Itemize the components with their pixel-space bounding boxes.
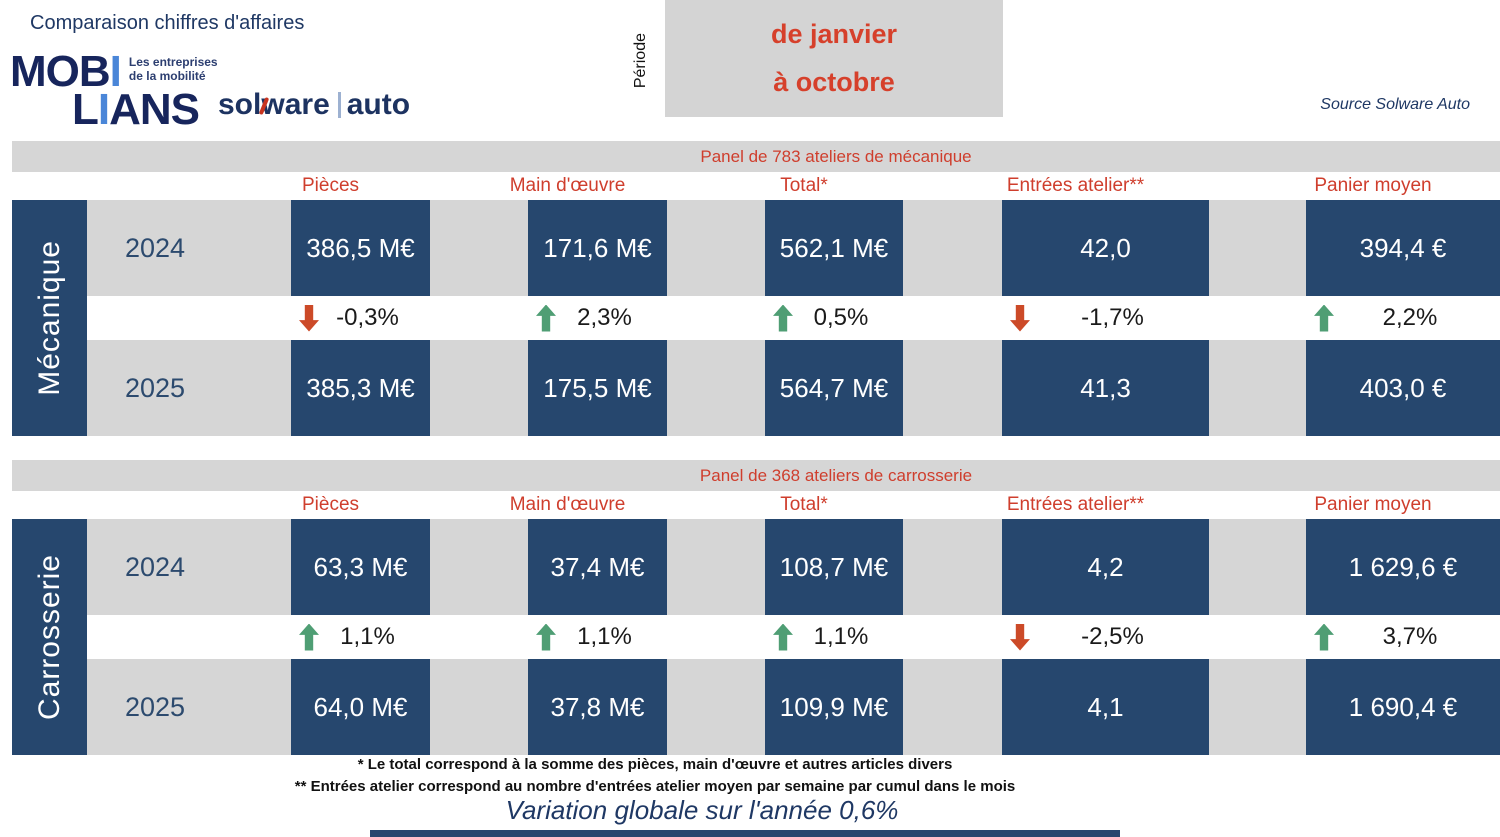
variation-cell: 2,3%	[528, 296, 667, 340]
value-cell: 4,2	[1002, 519, 1209, 615]
trend-arrow-icon	[1314, 623, 1334, 651]
value-cell: 403,0 €	[1306, 340, 1500, 436]
value-cell: 171,6 M€	[528, 200, 667, 296]
value-cell: 63,3 M€	[291, 519, 430, 615]
value-cell: 41,3	[1002, 340, 1209, 436]
variation-cell: 1,1%	[291, 615, 430, 659]
column-header-panier-moyen: Panier moyen	[1314, 494, 1432, 515]
column-header-main-doeuvre: Main d'œuvre	[509, 494, 626, 515]
column-header-pieces: Pièces	[301, 175, 360, 196]
value-cell: 394,4 €	[1306, 200, 1500, 296]
column-header-total: Total*	[780, 175, 828, 196]
variation-cell: -1,7%	[1002, 296, 1209, 340]
trend-arrow-icon	[1314, 304, 1334, 332]
trend-arrow-icon	[536, 304, 556, 332]
footnote-total: * Le total correspond à la somme des piè…	[357, 756, 953, 773]
panel-mecanique: Panel de 783 ateliers de mécanique Pièce…	[12, 141, 1500, 436]
panel-carrosserie: Panel de 368 ateliers de carrosserie Piè…	[12, 460, 1500, 755]
global-variation-summary: Variation globale sur l'année 0,6%	[505, 795, 899, 825]
period-vertical-label: Période	[632, 32, 649, 89]
column-header-total: Total*	[780, 494, 828, 515]
header: Comparaison chiffres d'affaires MOB I Les…	[0, 0, 1500, 140]
value-cell: 64,0 M€	[291, 659, 430, 755]
variation-cell: 3,7%	[1306, 615, 1500, 659]
trend-arrow-icon	[299, 623, 319, 651]
period-line-2: à octobre	[773, 67, 895, 97]
mecanique-section-band: Mécanique	[12, 200, 87, 436]
solware-auto-logo: sol w are auto	[218, 88, 411, 121]
variation-cell: -2,5%	[1002, 615, 1209, 659]
year-label-2024: 2024	[124, 232, 186, 263]
trend-arrow-icon	[773, 304, 793, 332]
value-cell: 386,5 M€	[291, 200, 430, 296]
variation-cell: 1,1%	[528, 615, 667, 659]
trend-arrow-icon	[1010, 304, 1030, 332]
value-cell: 4,1	[1002, 659, 1209, 755]
value-cell: 37,4 M€	[528, 519, 667, 615]
value-cell: 37,8 M€	[528, 659, 667, 755]
solware-logo-separator	[337, 92, 341, 118]
value-cell: 1 690,4 €	[1306, 659, 1500, 755]
mobilians-logo-accent: I	[109, 47, 122, 96]
year-label-2025: 2025	[124, 372, 186, 403]
variation-cell: 2,2%	[1306, 296, 1500, 340]
variation-cell: 1,1%	[765, 615, 903, 659]
value-cell: 385,3 M€	[291, 340, 430, 436]
trend-arrow-icon	[1010, 623, 1030, 651]
value-cell: 175,5 M€	[528, 340, 667, 436]
column-header-panier-moyen: Panier moyen	[1314, 175, 1432, 196]
footnote-entrees: ** Entrées atelier correspond au nombre …	[294, 778, 1016, 795]
column-header-entrees-atelier: Entrées atelier**	[1006, 175, 1145, 196]
page-title: Comparaison chiffres d'affaires	[30, 12, 305, 34]
value-cell: 109,9 M€	[765, 659, 903, 755]
year-label-2025: 2025	[124, 691, 186, 722]
variation-cell: -0,3%	[291, 296, 430, 340]
value-cell: 108,7 M€	[765, 519, 903, 615]
mobilians-logo: MOB I Les entreprises de la mobilité LIANS	[10, 47, 218, 134]
mobilians-logo-text: MOB	[10, 47, 111, 96]
trend-arrow-icon	[299, 304, 319, 332]
column-header-pieces: Pièces	[301, 494, 360, 515]
value-cell: 42,0	[1002, 200, 1209, 296]
value-cell: 1 629,6 €	[1306, 519, 1500, 615]
panel-carrosserie-title-band: Panel de 368 ateliers de carrosserie	[12, 460, 1500, 491]
column-header-entrees-atelier: Entrées atelier**	[1006, 494, 1145, 515]
column-header-main-doeuvre: Main d'œuvre	[509, 175, 626, 196]
panel-mecanique-title-band: Panel de 783 ateliers de mécanique	[12, 141, 1500, 172]
period-line-1: de janvier	[770, 19, 898, 49]
year-label-2024: 2024	[124, 551, 186, 582]
trend-arrow-icon	[536, 623, 556, 651]
mobilians-tagline: Les entreprises de la mobilité	[128, 55, 218, 83]
source-label: Source Solware Auto	[1320, 96, 1470, 113]
trend-arrow-icon	[773, 623, 793, 651]
bottom-accent-bar	[370, 830, 1120, 837]
value-cell: 562,1 M€	[765, 200, 903, 296]
value-cell: 564,7 M€	[765, 340, 903, 436]
carrosserie-section-band: Carrosserie	[12, 519, 87, 755]
variation-cell: 0,5%	[765, 296, 903, 340]
period-box: de janvier à octobre	[665, 0, 1003, 117]
